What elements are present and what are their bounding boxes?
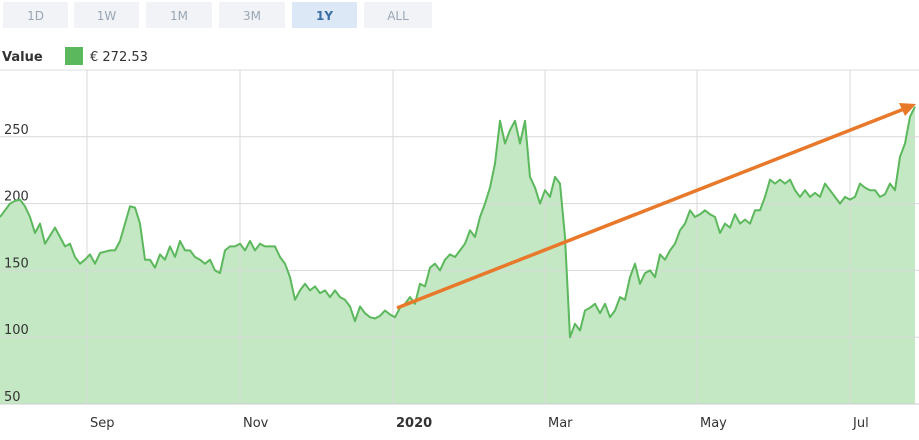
trend-line bbox=[396, 107, 905, 310]
range-button[interactable] bbox=[3, 2, 68, 28]
range-button[interactable] bbox=[364, 2, 432, 28]
legend-value: € 272.53 bbox=[90, 50, 148, 65]
y-tick-label: 250 bbox=[4, 123, 29, 138]
x-tick-label: Nov bbox=[243, 416, 269, 431]
range-button[interactable] bbox=[74, 2, 139, 28]
x-tick-label: Mar bbox=[548, 416, 573, 431]
range-button[interactable] bbox=[292, 2, 357, 28]
range-button-label: ALL bbox=[387, 9, 409, 23]
range-button[interactable] bbox=[219, 2, 285, 28]
range-button-label: 1D bbox=[27, 9, 44, 23]
x-tick-label: May bbox=[700, 416, 727, 431]
range-button-label: 1W bbox=[97, 9, 117, 23]
trend-arrow bbox=[396, 103, 916, 310]
line bbox=[0, 106, 916, 339]
legend-swatch bbox=[65, 47, 83, 65]
arrow-head bbox=[899, 103, 916, 116]
range-button-label: 1Y bbox=[316, 9, 333, 23]
plot: 50 100 150 200 250 Sep Nov 2020 Mar May Jul bbox=[0, 70, 919, 431]
x-tick-label: Sep bbox=[90, 416, 115, 431]
y-tick-label: 200 bbox=[4, 190, 29, 205]
range-button-label: 3M bbox=[243, 9, 261, 23]
range-buttons: 1D 1W 1M 3M 1Y ALL bbox=[3, 2, 432, 28]
y-tick-label: 150 bbox=[4, 256, 29, 271]
y-tick-label: 100 bbox=[4, 323, 29, 338]
range-button-label: 1M bbox=[170, 9, 188, 23]
x-tick-label: 2020 bbox=[396, 416, 432, 431]
x-tick-label: Jul bbox=[852, 416, 869, 431]
range-button[interactable] bbox=[146, 2, 212, 28]
legend-label: Value bbox=[2, 50, 43, 65]
y-tick-label: 50 bbox=[4, 390, 21, 405]
